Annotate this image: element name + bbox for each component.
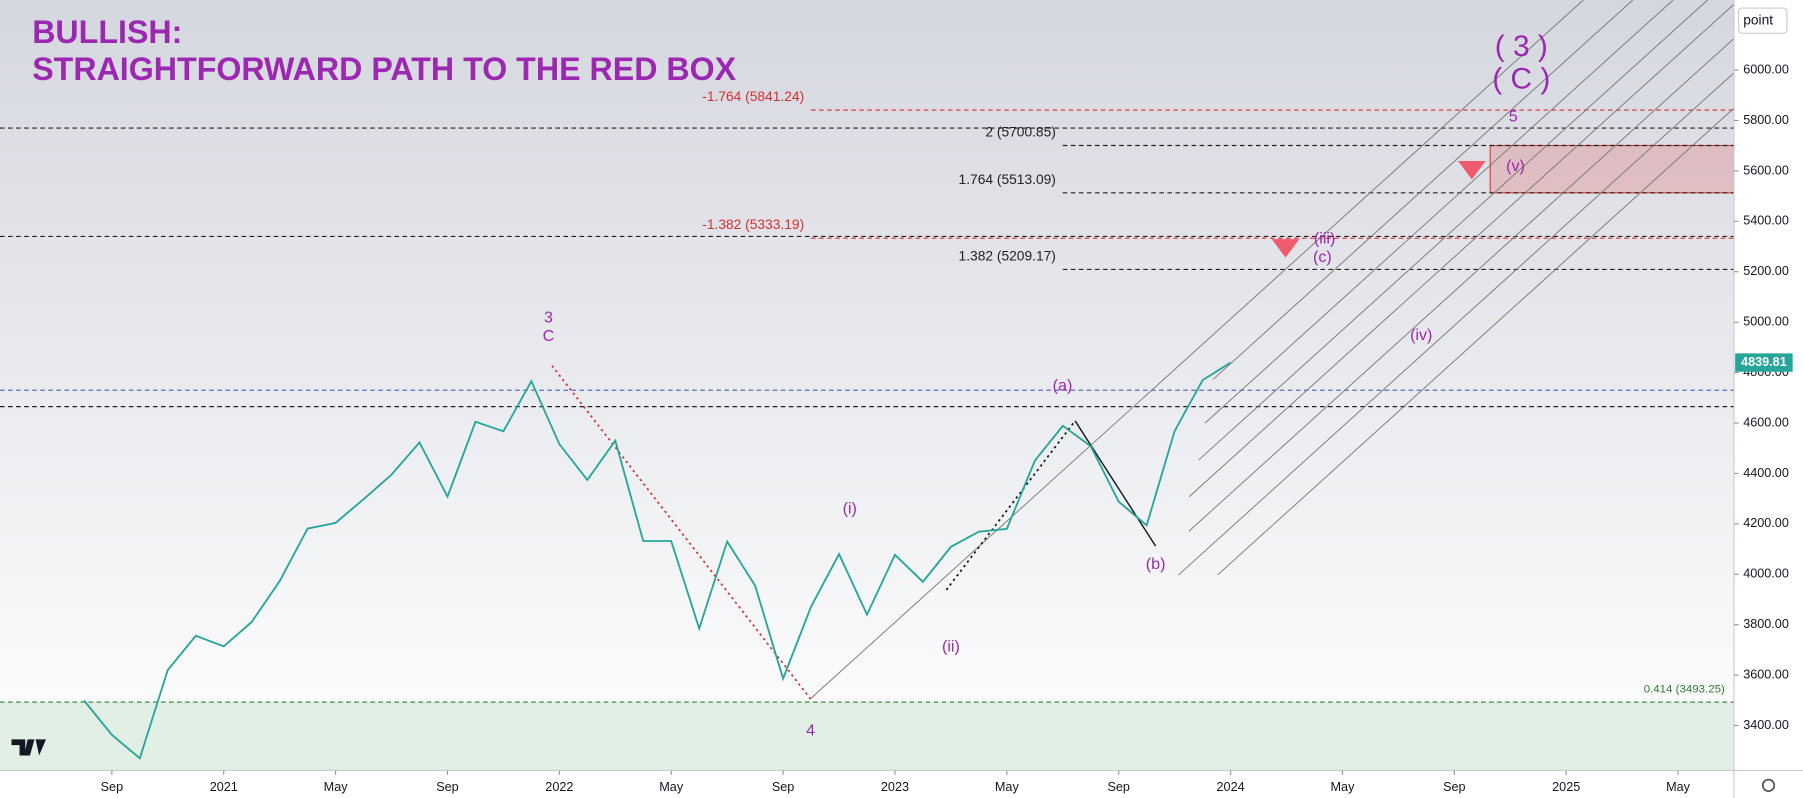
fib-label: 1.764 (5513.09) (959, 172, 1056, 187)
pitchfork-line (1198, 0, 1708, 461)
trend-line (551, 365, 812, 700)
last-price-tag (1735, 353, 1793, 372)
pitchfork-line (1217, 107, 1735, 576)
pitchfork-line (1188, 37, 1735, 532)
wave-label: 3 (544, 309, 553, 327)
wave-label: (v) (1506, 157, 1525, 175)
wave-label: (iii) (1314, 229, 1335, 247)
unit-label: point (1743, 12, 1773, 27)
y-tick-label: 5600.00 (1743, 163, 1789, 177)
wave-label: 4 (806, 722, 815, 740)
x-tick-label: Sep (1443, 780, 1465, 794)
wave-label: ( 3 ) (1495, 30, 1548, 63)
fib-label: 2 (5700.85) (985, 124, 1056, 139)
y-tick-label: 5200.00 (1743, 264, 1789, 278)
x-tick-label: Sep (772, 780, 794, 794)
fib-label: -1.382 (5333.19) (702, 217, 804, 232)
x-tick-label: 2023 (881, 780, 909, 794)
y-tick-label: 3400.00 (1743, 718, 1789, 732)
trend-line (1074, 420, 1157, 547)
y-tick-label: 4000.00 (1743, 567, 1789, 581)
x-tick-label: Sep (436, 780, 458, 794)
chart-title: STRAIGHTFORWARD PATH TO THE RED BOX (32, 51, 736, 87)
fib-label: -1.764 (5841.24) (702, 89, 804, 104)
x-tick-label: 2025 (1552, 780, 1580, 794)
x-tick-label: Sep (1107, 780, 1129, 794)
x-tick-label: May (659, 780, 684, 794)
wave-label: (i) (843, 500, 857, 518)
y-tick-label: 4600.00 (1743, 415, 1789, 429)
support-zone (0, 702, 1735, 771)
sell-marker (1458, 160, 1486, 180)
wave-label: (iv) (1410, 326, 1432, 344)
x-tick-label: May (995, 780, 1020, 794)
x-tick-label: 2024 (1217, 780, 1245, 794)
last-price-label: 4839.81 (1741, 355, 1787, 369)
plot (0, 0, 1735, 771)
y-tick-label: 4400.00 (1743, 466, 1789, 480)
y-tick-label: 5800.00 (1743, 113, 1789, 127)
y-tick-label: 5400.00 (1743, 214, 1789, 228)
fib-label: 0.414 (3493.25) (1644, 683, 1725, 695)
plot-background (0, 0, 1735, 771)
wave-label: C (543, 327, 555, 345)
settings-icon[interactable] (1761, 778, 1776, 792)
y-tick-label: 3600.00 (1743, 667, 1789, 681)
chart-title: BULLISH: (32, 14, 182, 50)
wave-label: (b) (1146, 555, 1166, 573)
wave-label: (c) (1313, 248, 1332, 266)
y-tick-label: 4200.00 (1743, 516, 1789, 530)
trend-line (945, 420, 1076, 591)
pitchfork-line (809, 0, 1584, 700)
fib-label: 1.382 (5209.17) (959, 248, 1056, 263)
pitchfork-line (1178, 72, 1735, 576)
y-tick-label: 3800.00 (1743, 617, 1789, 631)
pitchfork-line (1204, 0, 1674, 424)
x-tick-label: 2021 (210, 780, 238, 794)
x-tick-label: May (1666, 780, 1691, 794)
x-tick-label: May (1331, 780, 1356, 794)
x-tick-label: Sep (101, 780, 123, 794)
target-box (1489, 144, 1735, 194)
tv-logo (11, 739, 46, 756)
wave-label: ( C ) (1492, 62, 1550, 95)
wave-label: (ii) (942, 638, 960, 656)
pitchfork-line (1188, 3, 1735, 498)
price-line (83, 361, 1232, 760)
y-tick-label: 6000.00 (1743, 62, 1789, 76)
wave-label: (a) (1053, 377, 1073, 395)
x-tick-label: May (324, 780, 349, 794)
x-tick-label: 2022 (545, 780, 573, 794)
pitchfork-line (1212, 0, 1634, 380)
y-tick-label: 5000.00 (1743, 315, 1789, 329)
unit-box[interactable] (1738, 7, 1788, 34)
wave-label: 5 (1509, 108, 1518, 126)
sell-marker (1271, 239, 1300, 258)
